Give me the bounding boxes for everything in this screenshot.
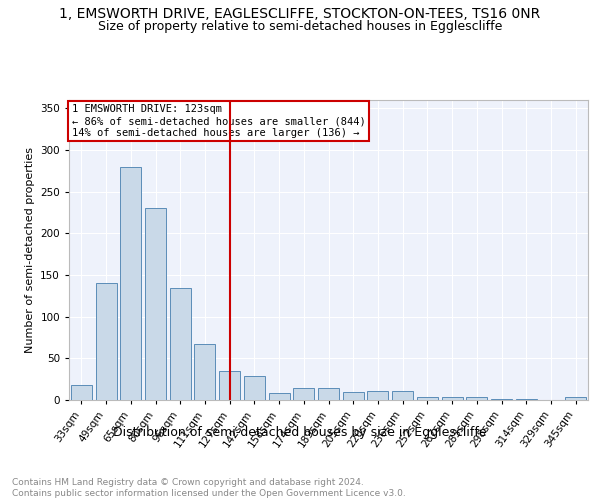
Bar [269,392,290,400]
Bar [367,391,388,400]
Bar [71,385,92,400]
Bar [442,396,463,400]
Text: 1, EMSWORTH DRIVE, EAGLESCLIFFE, STOCKTON-ON-TEES, TS16 0NR: 1, EMSWORTH DRIVE, EAGLESCLIFFE, STOCKTO… [59,8,541,22]
Text: 1 EMSWORTH DRIVE: 123sqm
← 86% of semi-detached houses are smaller (844)
14% of : 1 EMSWORTH DRIVE: 123sqm ← 86% of semi-d… [71,104,365,138]
Bar [343,392,364,400]
Bar [194,344,215,400]
Bar [516,399,537,400]
Text: Contains HM Land Registry data © Crown copyright and database right 2024.
Contai: Contains HM Land Registry data © Crown c… [12,478,406,498]
Bar [565,396,586,400]
Bar [392,391,413,400]
Bar [318,388,339,400]
Bar [293,388,314,400]
Bar [417,396,438,400]
Bar [145,208,166,400]
Text: Distribution of semi-detached houses by size in Egglescliffe: Distribution of semi-detached houses by … [113,426,487,439]
Bar [219,371,240,400]
Bar [466,396,487,400]
Y-axis label: Number of semi-detached properties: Number of semi-detached properties [25,147,35,353]
Bar [170,288,191,400]
Bar [120,166,141,400]
Bar [491,399,512,400]
Bar [95,282,116,400]
Bar [244,376,265,400]
Text: Size of property relative to semi-detached houses in Egglescliffe: Size of property relative to semi-detach… [98,20,502,33]
